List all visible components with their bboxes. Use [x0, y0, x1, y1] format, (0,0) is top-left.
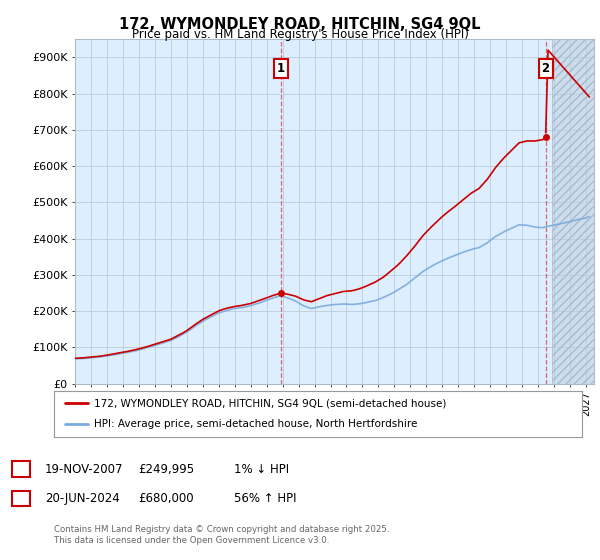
Text: 1% ↓ HPI: 1% ↓ HPI — [234, 463, 289, 476]
Text: 56% ↑ HPI: 56% ↑ HPI — [234, 492, 296, 505]
Text: 1: 1 — [17, 463, 25, 476]
Text: 172, WYMONDLEY ROAD, HITCHIN, SG4 9QL: 172, WYMONDLEY ROAD, HITCHIN, SG4 9QL — [119, 17, 481, 32]
Text: 2: 2 — [17, 492, 25, 505]
Text: 172, WYMONDLEY ROAD, HITCHIN, SG4 9QL (semi-detached house): 172, WYMONDLEY ROAD, HITCHIN, SG4 9QL (s… — [94, 398, 446, 408]
Bar — [553, 39, 594, 384]
Text: 19-NOV-2007: 19-NOV-2007 — [45, 463, 124, 476]
Text: £249,995: £249,995 — [138, 463, 194, 476]
Text: Contains HM Land Registry data © Crown copyright and database right 2025.
This d: Contains HM Land Registry data © Crown c… — [54, 525, 389, 545]
Text: HPI: Average price, semi-detached house, North Hertfordshire: HPI: Average price, semi-detached house,… — [94, 419, 417, 430]
Text: 2: 2 — [542, 62, 550, 74]
Text: £680,000: £680,000 — [138, 492, 194, 505]
Bar — [553, 39, 594, 384]
Text: Price paid vs. HM Land Registry's House Price Index (HPI): Price paid vs. HM Land Registry's House … — [131, 28, 469, 41]
Text: 20-JUN-2024: 20-JUN-2024 — [45, 492, 120, 505]
Text: 1: 1 — [277, 62, 285, 74]
